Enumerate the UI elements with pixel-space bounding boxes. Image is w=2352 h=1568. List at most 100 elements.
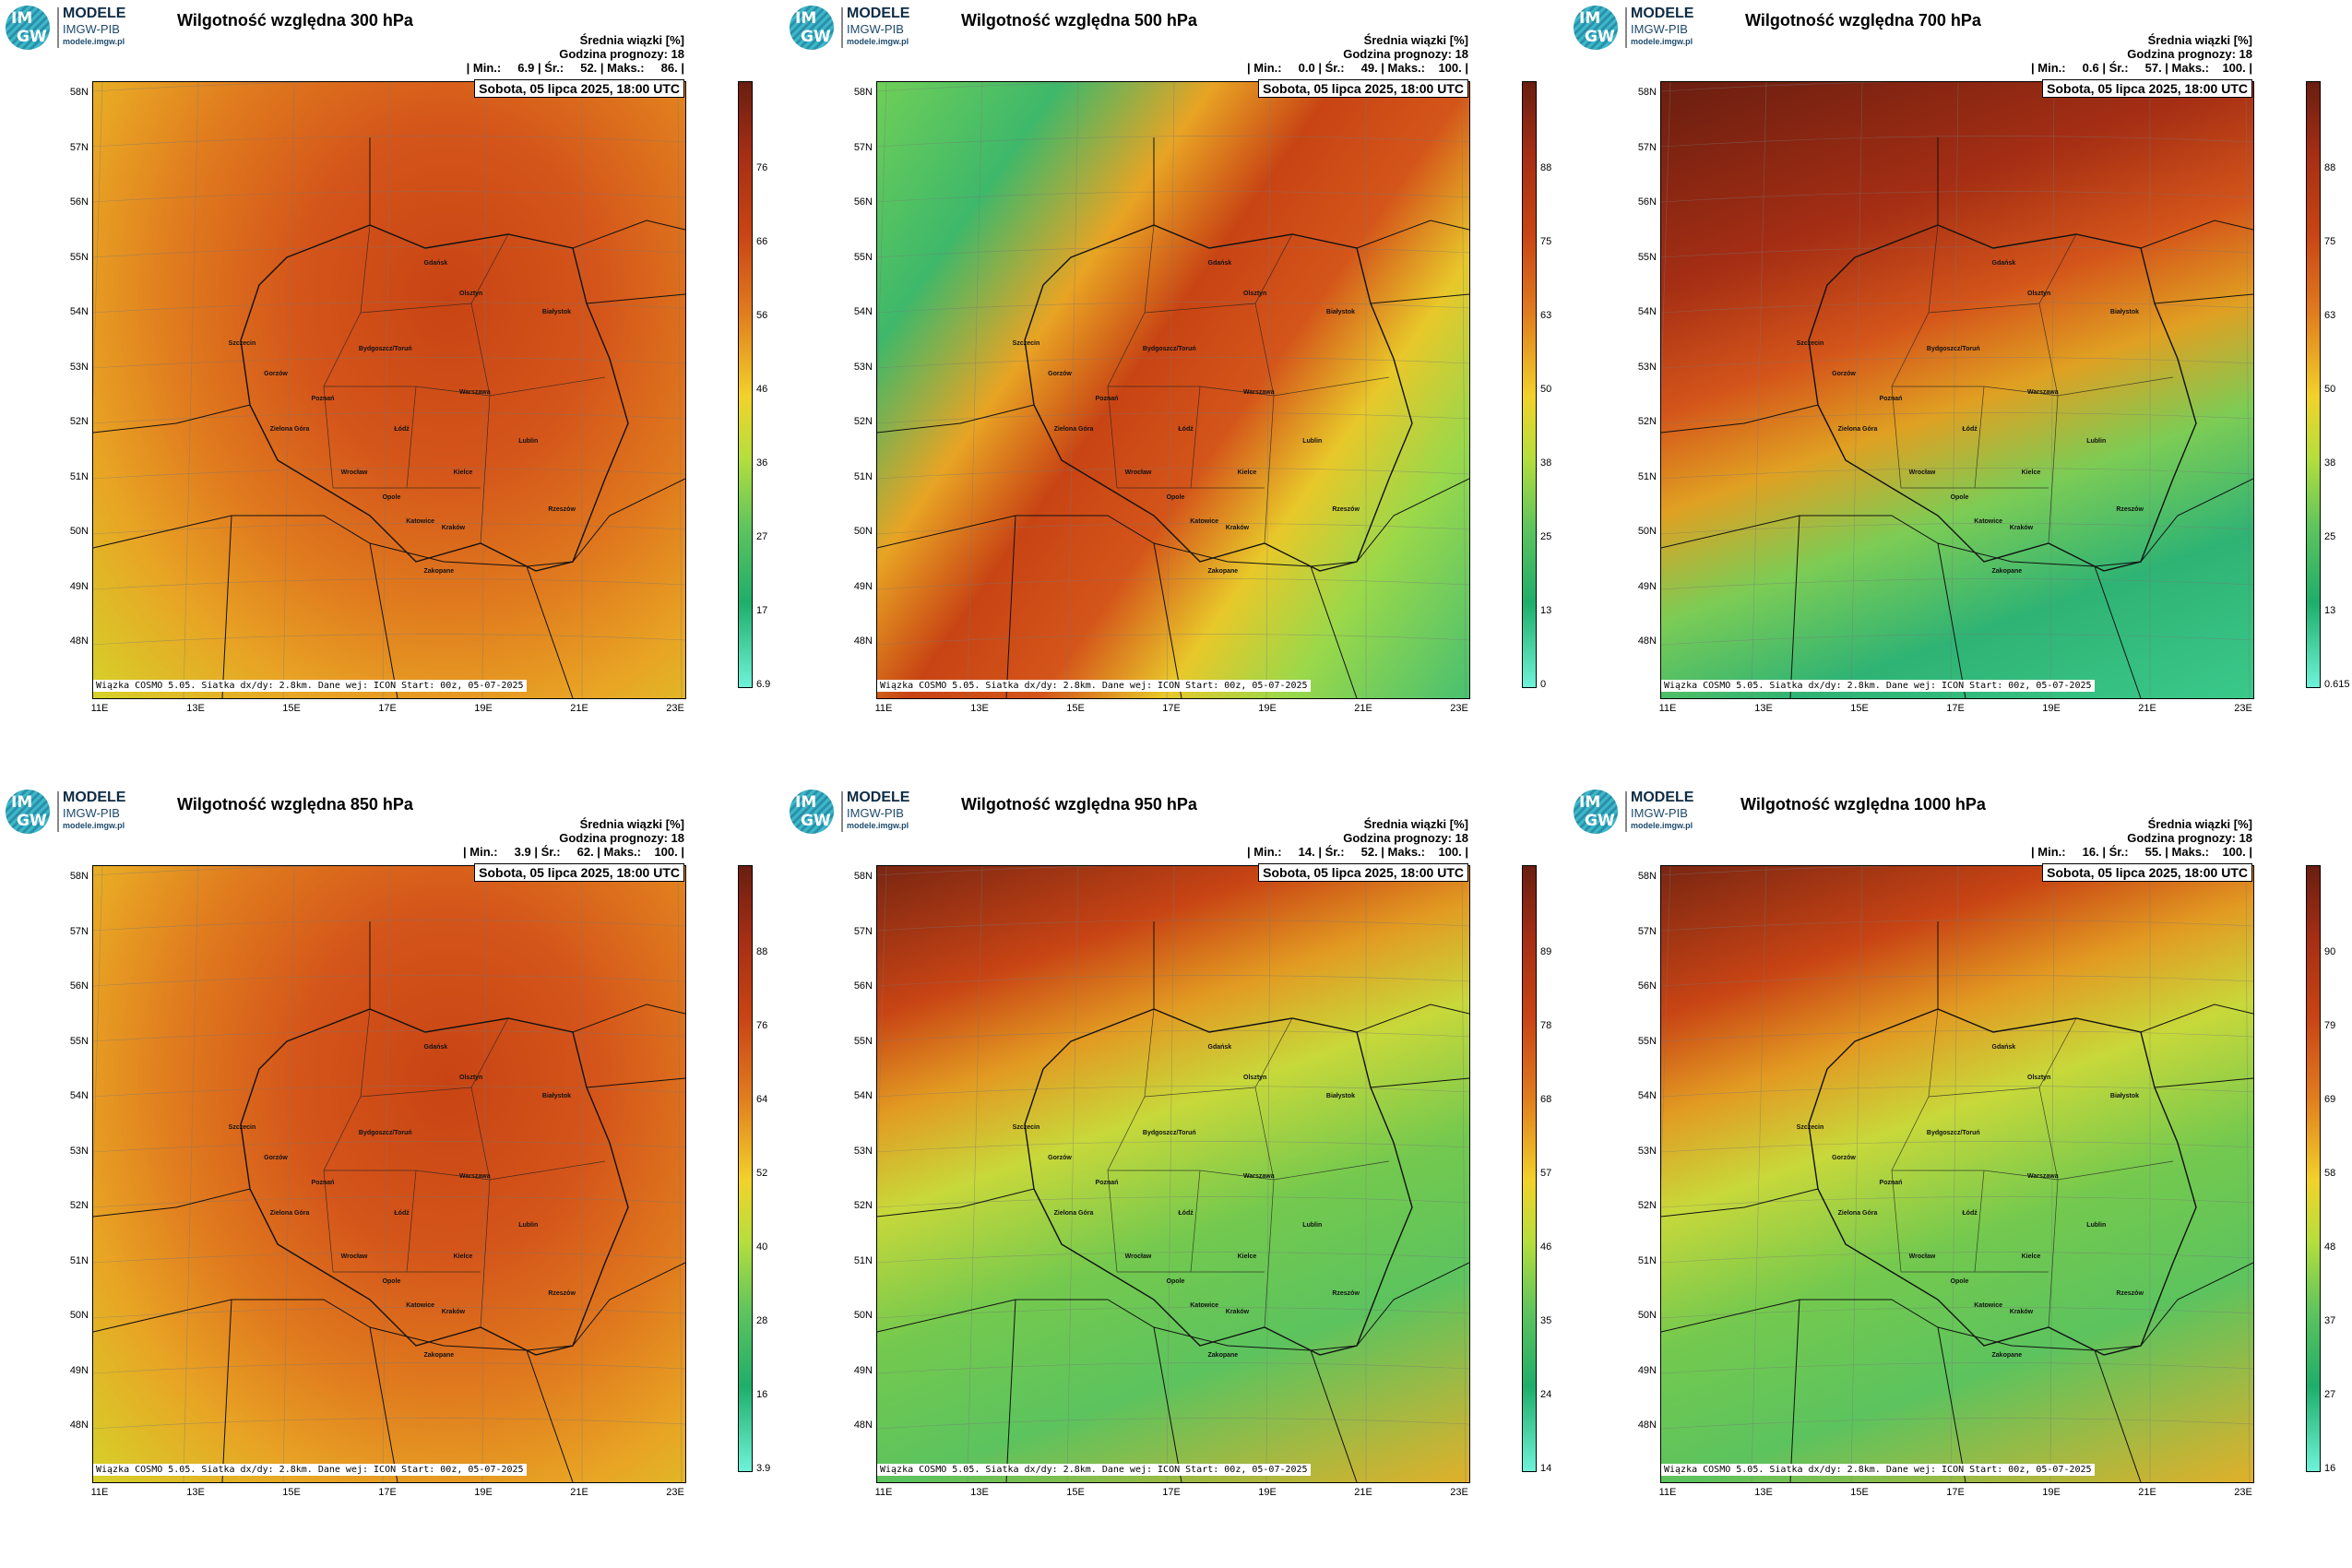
logo-url: modele.imgw.pl (847, 37, 909, 46)
city-label: Wrocław (340, 469, 368, 476)
city-label: Opole (1166, 1277, 1185, 1285)
logo-divider (1625, 7, 1627, 48)
lon-label: 11E (874, 703, 893, 714)
logo-url: modele.imgw.pl (847, 821, 909, 830)
city-label: Olsztyn (2027, 1075, 2051, 1082)
lon-label: 23E (666, 1487, 684, 1498)
city-label: Białystok (1325, 309, 1356, 316)
colorbar-tick: 36 (756, 457, 768, 469)
colorbar-tick: 57 (1540, 1168, 1552, 1179)
stats-line-2: Godzina prognozy: 18 (1343, 831, 1468, 845)
lat-label: 53N (69, 361, 89, 373)
stats-box: Średnia wiązki [%] Godzina prognozy: 18 … (1247, 33, 1468, 75)
colorbar-tick: 46 (756, 384, 768, 395)
colorbar-tick: 75 (2324, 236, 2336, 247)
city-label: Gorzów (1832, 1154, 1856, 1161)
city-label: Rzeszów (2116, 1289, 2144, 1297)
model-info: Wiązka COSMO 5.05. Siatka dx/dy: 2.8km. … (877, 1464, 1311, 1476)
voivodeship-borders (323, 224, 606, 544)
logo-url: modele.imgw.pl (1631, 821, 1693, 830)
logo-gw: GW (17, 812, 47, 830)
lat-label: 54N (1637, 1090, 1657, 1101)
logo-divider (57, 7, 59, 48)
lat-label: 51N (69, 470, 89, 482)
logo-im: IM (11, 793, 33, 812)
city-label: Łódź (1962, 426, 1978, 434)
humidity-map (876, 865, 1470, 1483)
lat-label: 51N (69, 1254, 89, 1266)
city-label: Katowice (1974, 518, 2002, 526)
city-label: Olsztyn (459, 1075, 483, 1082)
country-borders (93, 921, 685, 1482)
lat-label: 57N (1637, 925, 1657, 937)
graticule (877, 866, 1469, 1482)
lat-label: 51N (1637, 1254, 1657, 1266)
city-label: Zakopane (423, 567, 455, 575)
city-label: Gdańsk (1991, 1043, 2016, 1051)
colorbar-tick: 69 (2324, 1094, 2336, 1105)
city-label: Bydgoszcz/Toruń (1926, 1130, 1980, 1137)
lat-label: 54N (853, 1090, 873, 1101)
lat-label: 55N (853, 1035, 873, 1047)
colorbar-tick: 76 (756, 1020, 768, 1031)
logo-im: IM (795, 793, 817, 812)
lon-label: 21E (2138, 703, 2156, 714)
stats-line-2: Godzina prognozy: 18 (1343, 47, 1468, 61)
panel-title: Wilgotność względna 700 hPa (1745, 11, 1981, 30)
lat-label: 55N (1637, 1035, 1657, 1047)
city-label: Gorzów (264, 1154, 288, 1161)
stats-box: Średnia wiązki [%] Godzina prognozy: 18 … (2031, 817, 2252, 859)
city-label: Kraków (1225, 1308, 1250, 1315)
model-info: Wiązka COSMO 5.05. Siatka dx/dy: 2.8km. … (1661, 1464, 2095, 1476)
stats-line-3: | Min.: 0.6 | Śr.: 57. | Maks.: 100. | (2031, 61, 2252, 75)
colorbar-tick: 66 (756, 236, 768, 247)
city-label: Opole (1950, 493, 1969, 501)
lon-label: 21E (570, 703, 588, 714)
colorbar-tick: 63 (1540, 310, 1552, 321)
colorbar (738, 865, 753, 1472)
lon-label: 21E (1354, 1487, 1372, 1498)
lat-label: 58N (1637, 871, 1657, 882)
stats-line-1: Średnia wiązki [%] (1363, 817, 1468, 831)
logo-gw: GW (1585, 812, 1615, 830)
lat-label: 52N (69, 416, 89, 427)
colorbar-tick: 90 (2324, 946, 2336, 957)
lon-label: 13E (970, 703, 989, 714)
lat-label: 56N (69, 980, 89, 992)
city-label: Kielce (1237, 469, 1257, 476)
city-label: Bydgoszcz/Toruń (1142, 1130, 1196, 1137)
city-label: Zakopane (1991, 1351, 2023, 1359)
voivodeship-borders (1107, 224, 1390, 544)
lat-label: 58N (69, 87, 89, 98)
lat-label: 57N (69, 925, 89, 937)
lon-label: 15E (1066, 1487, 1085, 1498)
panel-title: Wilgotność względna 950 hPa (961, 795, 1197, 814)
city-label: Warszawa (1243, 1173, 1275, 1180)
lat-label: 49N (853, 580, 873, 592)
city-label: Zakopane (1991, 567, 2023, 575)
city-label: Warszawa (2027, 389, 2059, 396)
poland-border (1808, 224, 2197, 572)
lat-label: 48N (1637, 1420, 1657, 1431)
voivodeship-borders (1891, 1008, 2174, 1328)
lon-label: 11E (90, 703, 109, 714)
city-label: Wrocław (1124, 469, 1152, 476)
humidity-map (876, 81, 1470, 699)
map-panel-p1000: IM GW MODELE IMGW-PIB modele.imgw.pl Wil… (1568, 784, 2352, 1568)
colorbar-tick: 89 (1540, 946, 1552, 957)
imgw-logo: IM GW MODELE IMGW-PIB modele.imgw.pl (790, 790, 946, 837)
logo-im: IM (795, 9, 817, 28)
valid-time: Sobota, 05 lipca 2025, 18:00 UTC (1258, 863, 1468, 882)
colorbar-tick: 37 (2324, 1315, 2336, 1326)
city-label: Łódź (1178, 426, 1194, 434)
city-label: Kraków (441, 524, 466, 531)
lon-label: 11E (1658, 1487, 1677, 1498)
poland-border (1024, 224, 1413, 572)
imgw-logo: IM GW MODELE IMGW-PIB modele.imgw.pl (790, 6, 946, 53)
lat-label: 53N (853, 361, 873, 373)
city-label: Zielona Góra (269, 426, 310, 434)
lon-label: 19E (1258, 1487, 1277, 1498)
city-label: Warszawa (2027, 1173, 2059, 1180)
lat-label: 54N (1637, 306, 1657, 317)
lon-label: 17E (1946, 703, 1965, 714)
